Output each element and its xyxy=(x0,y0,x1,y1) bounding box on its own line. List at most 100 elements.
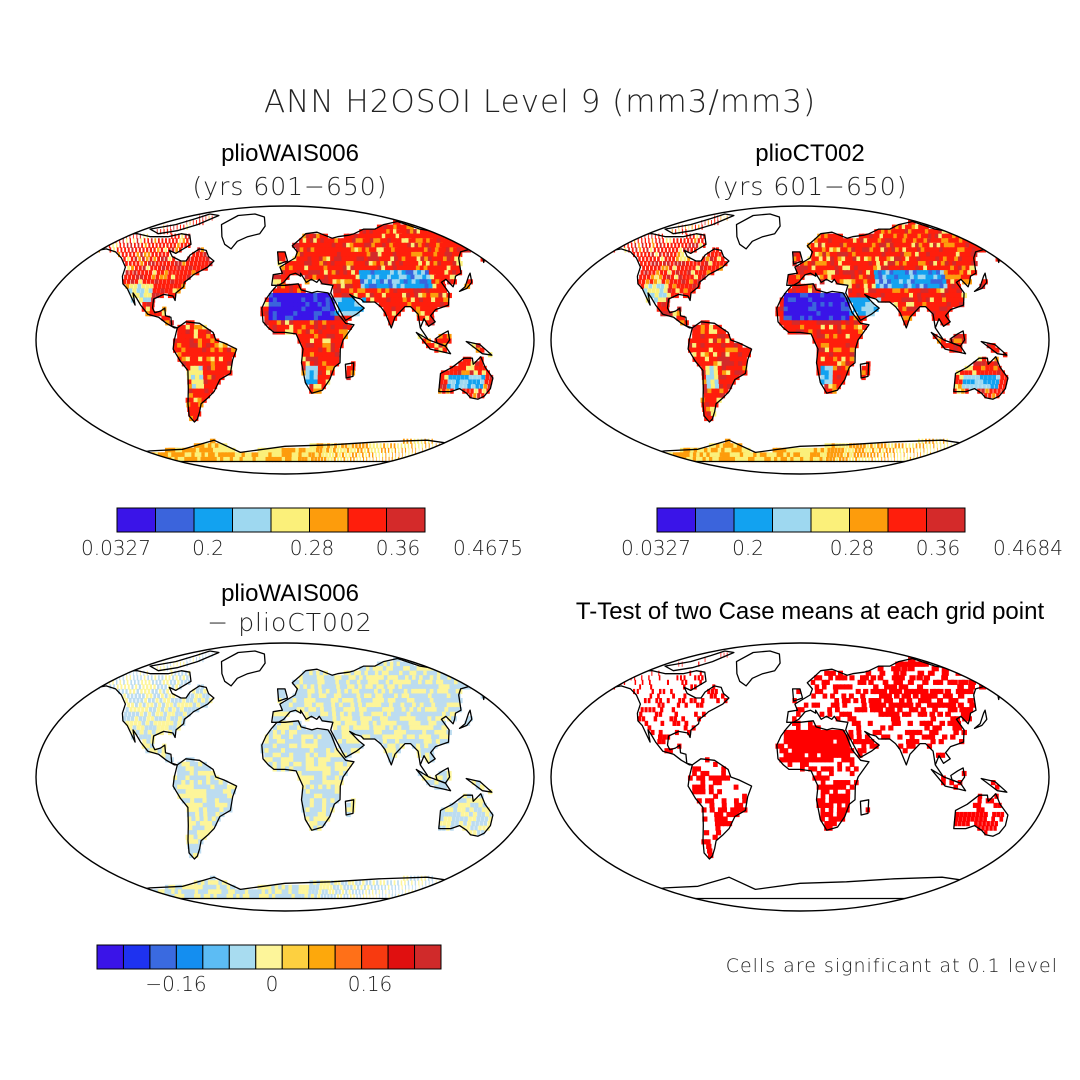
colorbar-ticks-top-left: 0.0327 0.2 0.28 0.36 0.4675 xyxy=(60,536,523,562)
map-boundary xyxy=(550,642,1050,912)
coastline-borneo xyxy=(950,330,966,347)
coastline-europeAsia xyxy=(271,220,499,340)
coastline-newGuinea xyxy=(980,777,1008,793)
colorbar-tick-label: 0.0327 xyxy=(621,536,691,560)
map-top-left xyxy=(35,205,535,475)
coastline-indonesia xyxy=(415,331,452,355)
coastline-indonesia xyxy=(930,768,967,792)
coastline-madagascar xyxy=(344,799,355,816)
panel-title-bottom-left: plioWAIS006 xyxy=(221,580,359,607)
colorbar-swatch xyxy=(270,507,310,533)
panel-subtitle-top-right: (yrs 601−650) xyxy=(712,172,908,201)
colorbar-ticks-bottom-left: −0.16 0 0.16 xyxy=(40,972,500,998)
coastline-madagascar xyxy=(859,799,870,816)
map-bottom-left xyxy=(35,642,535,912)
colorbar-tick-label: 0 xyxy=(265,972,279,996)
coastline-africa xyxy=(776,720,870,831)
coastline-africa xyxy=(261,720,355,831)
coastline-greenland xyxy=(735,650,781,687)
coastline-australia xyxy=(438,356,494,400)
colorbar-swatch xyxy=(232,507,272,533)
map-field-layer xyxy=(593,213,1037,463)
coastline-ukIsles xyxy=(791,251,804,265)
colorbar-swatch xyxy=(175,944,204,970)
coastline-northAmerica xyxy=(78,231,215,329)
map-field-layer xyxy=(78,650,522,900)
map-boundary xyxy=(35,205,535,475)
colorbar-swatch xyxy=(849,507,889,533)
colorbar-top-right xyxy=(656,507,966,533)
colorbar-tick-label: 0.28 xyxy=(829,536,875,560)
colorbar-swatch xyxy=(361,944,389,970)
coastline-europeAsia xyxy=(786,657,1014,777)
coastline-arcticIslands xyxy=(149,213,220,235)
map-boundary xyxy=(550,205,1050,475)
coastline-japan xyxy=(973,272,988,293)
coastline-southAmerica xyxy=(172,758,238,860)
colorbar-swatch xyxy=(122,944,151,970)
coastline-borneo xyxy=(435,330,451,347)
colorbar-tick-label: 0.36 xyxy=(375,536,421,560)
colorbar-swatch xyxy=(193,507,233,533)
coastline-ukIsles xyxy=(276,688,289,702)
coastline-greenland xyxy=(735,213,781,250)
significance-note: Cells are significant at 0.1 level xyxy=(725,955,1058,977)
colorbar-tick-label: 0.4684 xyxy=(993,536,1063,560)
colorbar-swatch xyxy=(155,507,195,533)
coastline-africa xyxy=(776,283,870,394)
coastline-madagascar xyxy=(344,362,355,379)
colorbar-swatch xyxy=(309,507,349,533)
colorbar-swatch xyxy=(228,944,257,970)
coastline-japan xyxy=(458,272,473,293)
figure-title: ANN H2OSOI Level 9 (mm3/mm3) xyxy=(263,84,817,120)
map-field-layer xyxy=(78,213,522,463)
coastline-greenland xyxy=(220,650,266,687)
colorbar-swatch xyxy=(387,944,416,970)
colorbar-swatch xyxy=(149,944,177,970)
colorbar-swatch xyxy=(414,944,442,970)
map-bottom-right xyxy=(550,642,1050,912)
colorbar-tick-label: 0.16 xyxy=(347,972,393,996)
colorbar-swatch xyxy=(386,507,426,533)
colorbar-swatch xyxy=(202,944,230,970)
colorbar-tick-label: 0.36 xyxy=(915,536,961,560)
coastline-arcticIslands xyxy=(664,213,735,235)
coastline-borneo xyxy=(435,767,451,784)
colorbar-swatch xyxy=(347,507,387,533)
coastline-northAmerica xyxy=(593,668,730,766)
colorbar-swatch xyxy=(334,944,363,970)
colorbar-swatch xyxy=(695,507,735,533)
coastline-arcticIslands xyxy=(664,650,735,672)
coastline-europeAsia xyxy=(786,220,1014,340)
colorbar-tick-label: 0.0327 xyxy=(81,536,151,560)
coastline-ukIsles xyxy=(791,688,804,702)
map-boundary xyxy=(35,642,535,912)
colorbar-swatch xyxy=(281,944,310,970)
colorbar-swatch xyxy=(926,507,966,533)
colorbar-swatch xyxy=(308,944,336,970)
coastline-madagascar xyxy=(859,362,870,379)
coastline-northAmerica xyxy=(78,668,215,766)
coastline-japan xyxy=(458,709,473,730)
colorbar-swatch xyxy=(96,944,124,970)
coastline-ukIsles xyxy=(276,251,289,265)
coastline-northAmerica xyxy=(593,231,730,329)
coastline-borneo xyxy=(950,767,966,784)
coastline-southAmerica xyxy=(172,321,238,423)
panel-title-top-left: plioWAIS006 xyxy=(221,140,359,167)
coastline-europeAsia xyxy=(271,657,499,777)
colorbar-tick-label: −0.16 xyxy=(145,972,207,996)
coastline-newGuinea xyxy=(465,340,493,356)
colorbar-swatch xyxy=(116,507,156,533)
colorbar-swatch xyxy=(255,944,283,970)
colorbar-swatch xyxy=(772,507,812,533)
coastline-indonesia xyxy=(930,331,967,355)
coastline-indonesia xyxy=(415,768,452,792)
coastline-africa xyxy=(261,283,355,394)
colorbar-bottom-left xyxy=(96,944,442,970)
colorbar-tick-label: 0.4675 xyxy=(453,536,523,560)
coastline-greenland xyxy=(220,213,266,250)
coastline-southAmerica xyxy=(687,321,753,423)
coastline-newGuinea xyxy=(465,777,493,793)
panel-title-top-right: plioCT002 xyxy=(755,140,865,167)
